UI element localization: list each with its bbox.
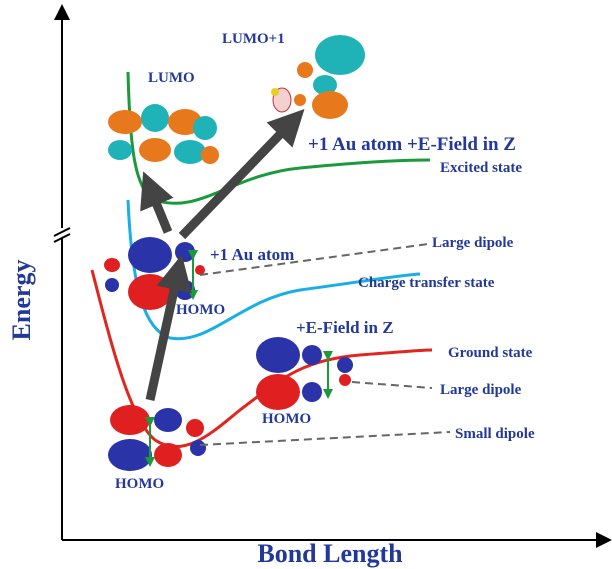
y-axis-label: Energy [7, 260, 36, 341]
annotation: +1 Au atom [210, 245, 294, 264]
diagram: Energy Bond Length [0, 0, 612, 569]
annotation: Large dipole [440, 382, 522, 398]
homo-field-orbital [256, 337, 353, 410]
curve-label: Charge transfer state [358, 275, 495, 291]
annotation: Large dipole [432, 235, 514, 251]
annotation: +1 Au atom +E-Field in Z [308, 134, 516, 155]
orbital-label: HOMO [262, 411, 311, 427]
orbital-label: HOMO [176, 302, 225, 318]
curve-label: Excited state [440, 160, 522, 176]
transition-arrow [182, 122, 292, 236]
leader-line [352, 382, 432, 388]
leader-line [200, 432, 450, 445]
homo-ground-orbital [108, 405, 206, 471]
x-axis-label: Bond Length [257, 539, 403, 568]
lumo-orbital [108, 104, 219, 164]
homo-ct-orbital [104, 237, 205, 310]
orbital-label: LUMO [148, 70, 195, 86]
annotation: +E-Field in Z [296, 318, 394, 337]
transition-arrow [150, 188, 168, 232]
orbital-label: HOMO [115, 476, 164, 492]
annotation: Small dipole [455, 426, 535, 442]
orbital-label: LUMO+1 [222, 31, 285, 47]
curve-label: Ground state [448, 345, 533, 361]
lumo1-orbital [271, 35, 365, 119]
